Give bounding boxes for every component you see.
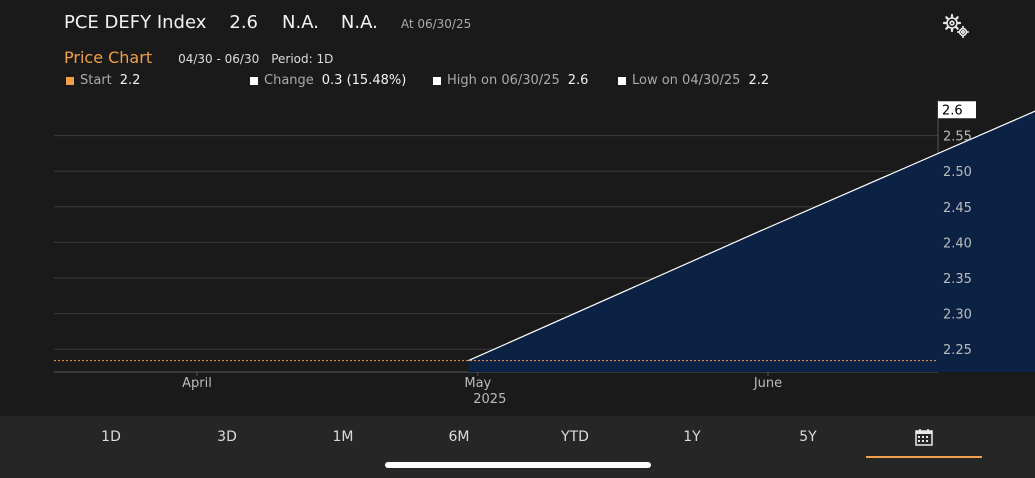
tab-custom-range[interactable] <box>866 426 982 458</box>
tab-ytd[interactable]: YTD <box>561 429 589 445</box>
high-legend-swatch <box>433 76 441 85</box>
series-line <box>468 110 1035 362</box>
net-change: N.A. <box>282 12 319 33</box>
tab-6m[interactable]: 6M <box>448 429 470 445</box>
percent-change: N.A. <box>340 12 378 33</box>
stat-change: Change 0.3 (15.48%) <box>250 73 406 88</box>
stat-high-value: 2.6 <box>567 73 589 88</box>
x-tick-label: April <box>182 376 212 391</box>
x-year-label: 2025 <box>473 392 506 407</box>
stat-start-label: Start <box>80 73 112 88</box>
tab-1m[interactable]: 1M <box>332 429 354 445</box>
y-tick-label: 2.30 <box>943 308 972 323</box>
home-indicator <box>385 462 651 468</box>
y-tick-label: 2.25 <box>943 343 972 358</box>
stat-start: Start 2.2 <box>66 73 140 88</box>
calendar-icon <box>915 429 933 446</box>
stat-low: Low on 04/30/25 2.2 <box>618 73 769 88</box>
y-tick-label: 2.45 <box>943 201 972 216</box>
stat-start-value: 2.2 <box>119 73 141 88</box>
start-legend-swatch <box>66 76 74 85</box>
chart-subheader: Price Chart 04/30 - 06/30 Period: 1D <box>64 48 333 67</box>
gear-cluster-icon <box>942 13 970 39</box>
period-label: Period: 1D <box>271 52 334 66</box>
price-chart[interactable]: 2.25 2.30 2.35 2.40 2.45 2.50 2.55 2.6 April May J… <box>0 96 1035 414</box>
tab-3d[interactable]: 3D <box>217 429 237 445</box>
period-tab-bar: 1D 3D 1M 6M YTD 1Y 5Y <box>0 416 1035 478</box>
as-of-date: At 06/30/25 <box>400 17 472 31</box>
stat-low-value: 2.2 <box>748 73 770 88</box>
change-legend-swatch <box>250 76 258 85</box>
y-tick-label: 2.35 <box>943 272 972 287</box>
date-range: 04/30 - 06/30 <box>178 52 260 66</box>
stat-high-label: High on 06/30/25 <box>447 73 560 88</box>
last-value-callout <box>938 101 976 119</box>
x-tick-label: June <box>753 376 782 391</box>
stat-change-label: Change <box>264 73 314 88</box>
y-tick-label: 2.40 <box>943 236 972 251</box>
quote-header: PCE DEFY Index 2.6 N.A. N.A. At 06/30/25 <box>64 12 471 40</box>
security-title: PCE DEFY Index <box>64 12 207 33</box>
y-tick-label: 2.50 <box>943 165 972 180</box>
tab-1y[interactable]: 1Y <box>683 429 701 445</box>
y-tick-label: 2.55 <box>943 130 972 145</box>
stats-row: Start 2.2 Change 0.3 (15.48%) High on 06… <box>0 73 1035 91</box>
last-value-label: 2.6 <box>942 103 963 118</box>
stat-high: High on 06/30/25 2.6 <box>433 73 588 88</box>
settings-gear-icon[interactable] <box>940 12 972 40</box>
series-area <box>468 111 1035 372</box>
tab-1d[interactable]: 1D <box>101 429 121 445</box>
price-chart-title: Price Chart <box>64 48 153 67</box>
x-tick-label: May <box>464 376 491 391</box>
last-price: 2.6 <box>229 12 259 33</box>
stat-low-label: Low on 04/30/25 <box>632 73 741 88</box>
tab-5y[interactable]: 5Y <box>799 429 817 445</box>
low-legend-swatch <box>618 76 626 85</box>
stat-change-value: 0.3 (15.48%) <box>321 73 407 88</box>
